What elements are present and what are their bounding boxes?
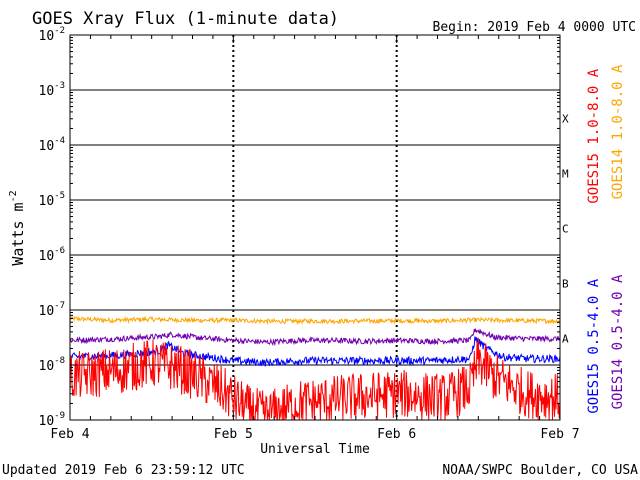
series-layer: [70, 315, 560, 420]
series-line: [70, 315, 560, 326]
x-tick-label: Feb 4: [50, 427, 89, 442]
series-line: [70, 337, 560, 420]
legend-goes15-short: GOES15 0.5-4.0 A: [586, 278, 602, 413]
y-tick-label: 10-5: [39, 191, 66, 209]
flare-class-M: M: [562, 168, 569, 181]
legend-goes14-long: GOES14 1.0-8.0 A: [610, 64, 626, 199]
x-tick-label: Feb 7: [540, 427, 579, 442]
y-axis-label: Watts m-2: [8, 190, 27, 265]
flare-class-A: A: [562, 333, 569, 346]
y-tick-label: 10-2: [39, 26, 66, 44]
x-tick-label: Feb 5: [214, 427, 253, 442]
chart-title: GOES Xray Flux (1-minute data): [32, 9, 339, 29]
legend-goes15-long: GOES15 1.0-8.0 A: [586, 68, 602, 203]
flare-class-X: X: [562, 113, 569, 126]
flare-class-labels: A B C M X: [562, 113, 569, 346]
y-tick-label: 10-4: [39, 136, 66, 154]
y-tick-label: 10-8: [39, 356, 66, 374]
flare-class-B: B: [562, 278, 569, 291]
y-tick-label: 10-9: [39, 411, 66, 429]
legend-goes14-short: GOES14 0.5-4.0 A: [610, 274, 626, 409]
y-axis: 10-9 10-8 10-7 10-6 10-5 10-4 10-3 10-2: [39, 26, 560, 429]
x-axis-label: Universal Time: [260, 442, 370, 457]
y-tick-label: 10-6: [39, 246, 66, 264]
x-axis: Feb 4 Feb 5 Feb 6 Feb 7: [50, 35, 580, 442]
grid-lines: [70, 35, 560, 420]
flare-class-C: C: [562, 223, 569, 236]
y-tick-label: 10-7: [39, 301, 66, 319]
credit: NOAA/SWPC Boulder, CO USA: [442, 463, 638, 478]
updated-time: Updated 2019 Feb 6 23:59:12 UTC: [2, 463, 245, 478]
begin-time: Begin: 2019 Feb 4 0000 UTC: [433, 20, 637, 35]
legend-lower: GOES15 0.5-4.0 A GOES14 0.5-4.0 A: [586, 270, 626, 413]
y-tick-label: 10-3: [39, 81, 66, 99]
legend-upper: GOES15 1.0-8.0 A GOES14 1.0-8.0 A: [586, 60, 626, 203]
series-line: [70, 327, 560, 347]
x-tick-label: Feb 6: [377, 427, 416, 442]
